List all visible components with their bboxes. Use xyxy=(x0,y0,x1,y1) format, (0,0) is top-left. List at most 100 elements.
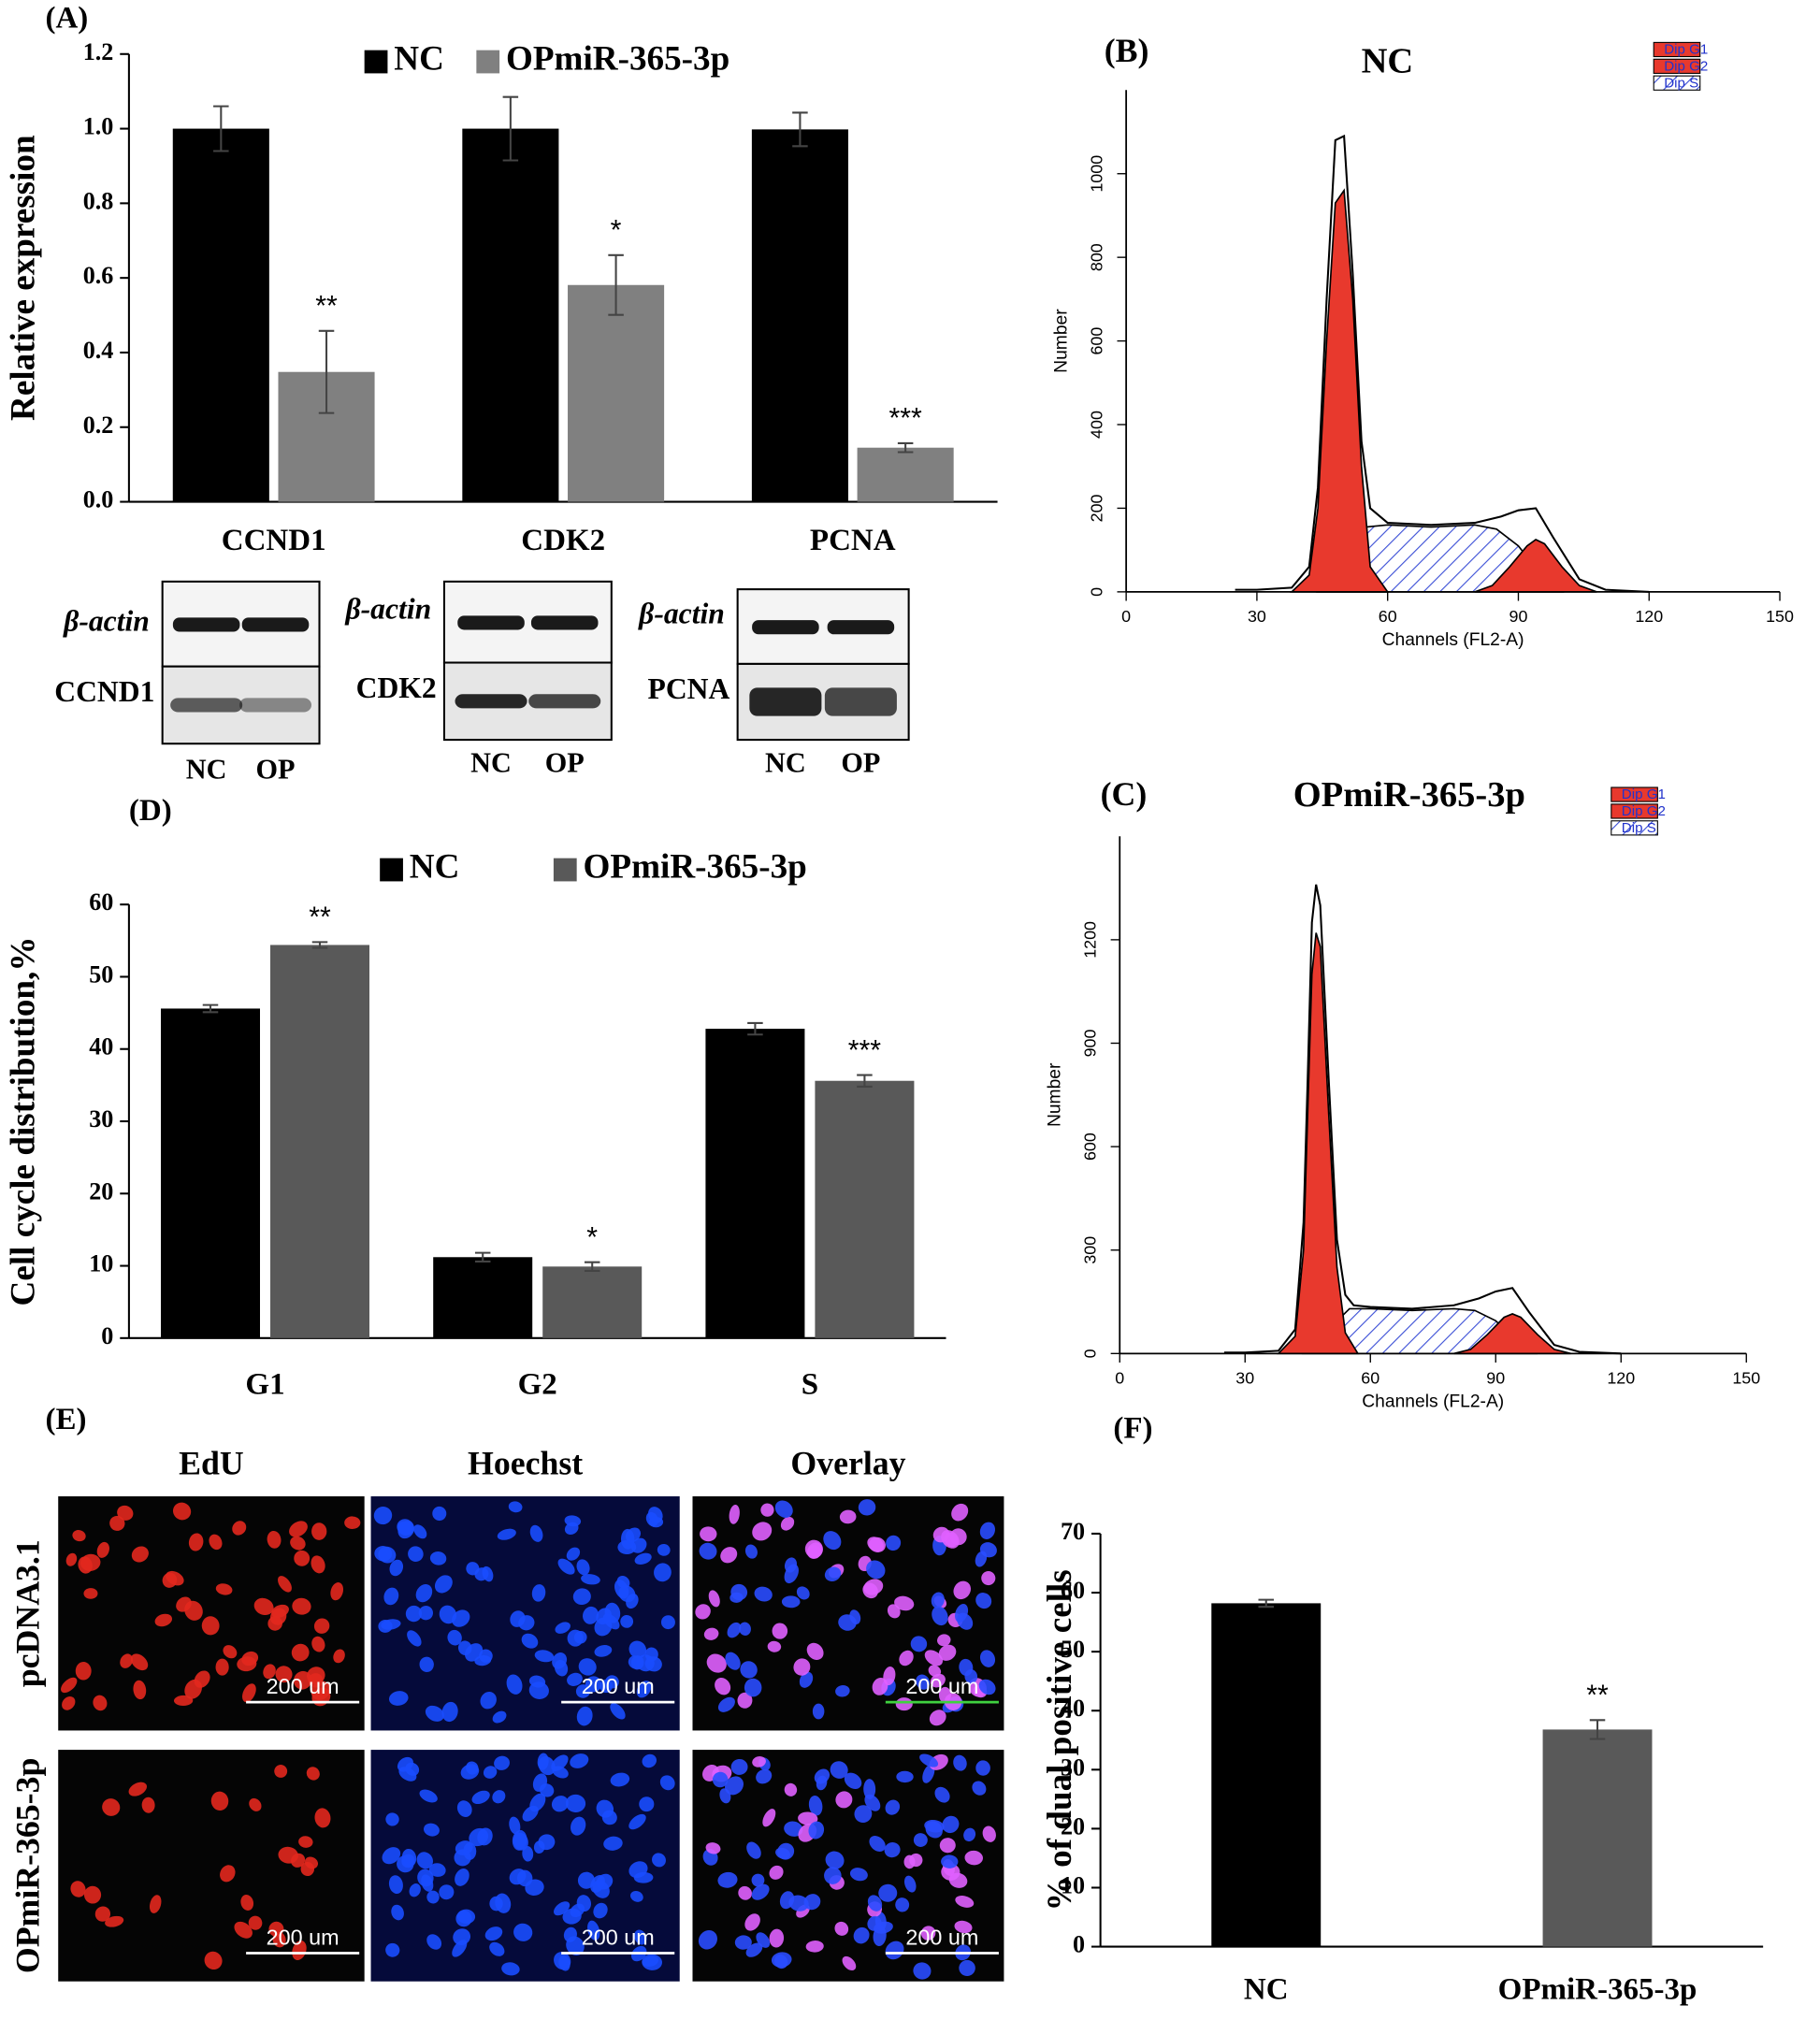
cell xyxy=(910,1636,928,1652)
cell xyxy=(240,1895,254,1911)
cell xyxy=(725,1776,744,1796)
cell xyxy=(634,1929,647,1945)
cell xyxy=(378,1546,397,1564)
scale-bar-label: 200 um xyxy=(582,1925,655,1949)
y-tick-label: 0.4 xyxy=(83,337,114,364)
cell xyxy=(913,1833,928,1847)
y-axis-label: Relative expression xyxy=(4,135,42,421)
cell xyxy=(746,1841,761,1859)
blot-band xyxy=(749,687,822,716)
cell xyxy=(513,1832,528,1851)
cell xyxy=(492,1790,506,1804)
cell xyxy=(853,1926,870,1944)
cell xyxy=(762,1809,776,1827)
cell xyxy=(534,1650,555,1663)
cell xyxy=(920,1926,936,1941)
cell xyxy=(621,1528,635,1550)
cell xyxy=(531,1584,546,1602)
cell xyxy=(441,1701,458,1723)
cell xyxy=(602,1613,620,1630)
cell xyxy=(456,1909,476,1925)
blot-band xyxy=(170,698,243,713)
cell xyxy=(784,1821,803,1837)
scale-bar-label: 200 um xyxy=(267,1674,339,1698)
cell xyxy=(717,1871,738,1888)
cell xyxy=(93,1695,108,1711)
bar xyxy=(1211,1603,1322,1947)
cell xyxy=(630,1890,643,1902)
cell xyxy=(333,1649,345,1664)
cell xyxy=(432,1506,447,1522)
blot-band xyxy=(752,620,819,635)
cell xyxy=(201,1616,220,1636)
cell xyxy=(577,1871,595,1889)
cell xyxy=(313,1618,330,1634)
cell xyxy=(421,1874,434,1892)
blot-target-label: CCND1 xyxy=(54,675,154,708)
cell xyxy=(248,1915,263,1930)
cell xyxy=(938,1644,957,1661)
cell xyxy=(657,1543,671,1556)
cell xyxy=(570,1753,589,1768)
cell xyxy=(564,1515,582,1527)
cell xyxy=(382,1847,401,1865)
cell xyxy=(594,1645,613,1657)
cell xyxy=(385,1942,400,1957)
cell xyxy=(751,1873,765,1887)
cell xyxy=(834,1921,849,1936)
cell xyxy=(708,1590,720,1608)
cell xyxy=(529,1524,543,1542)
cell xyxy=(929,1710,946,1726)
cell xyxy=(471,1790,490,1805)
cell xyxy=(292,1941,307,1961)
cell xyxy=(460,1764,480,1780)
x-tick-label: 60 xyxy=(1361,1369,1379,1388)
y-tick-label: 300 xyxy=(1081,1236,1100,1264)
cell xyxy=(383,1587,399,1606)
x-axis-label: Channels (FL2-A) xyxy=(1382,630,1524,650)
cell xyxy=(769,1928,785,1948)
cell xyxy=(767,1640,782,1652)
cell xyxy=(538,1834,556,1851)
cell xyxy=(456,1800,472,1817)
error-bar xyxy=(311,941,328,949)
cell xyxy=(869,1537,886,1552)
cell xyxy=(642,1955,659,1967)
cell xyxy=(133,1680,147,1700)
cell xyxy=(537,1753,549,1770)
area xyxy=(1453,1313,1571,1355)
blot-band xyxy=(528,694,601,709)
y-tick-label: 30 xyxy=(1061,1753,1085,1781)
cell xyxy=(804,1539,823,1559)
cell xyxy=(775,1847,790,1859)
y-tick-label: 600 xyxy=(1088,327,1106,355)
cell xyxy=(413,1524,427,1539)
cell xyxy=(154,1613,173,1627)
legend-label: NC xyxy=(394,40,444,79)
blot-band xyxy=(827,620,895,635)
cell xyxy=(913,1962,932,1980)
cell xyxy=(626,1594,639,1609)
cell xyxy=(291,1853,306,1868)
cell xyxy=(567,1672,583,1686)
cell xyxy=(830,1761,848,1779)
cell xyxy=(779,1891,795,1910)
cell xyxy=(603,1836,623,1851)
cell xyxy=(415,1583,433,1603)
y-axis-label: Number xyxy=(1051,309,1071,373)
total-line xyxy=(1235,134,1650,593)
cell xyxy=(867,1915,882,1931)
cell xyxy=(555,1622,571,1634)
cell xyxy=(839,1509,857,1524)
cell xyxy=(894,1595,915,1611)
cell xyxy=(454,1849,471,1867)
error-bar xyxy=(857,1074,873,1088)
lane-label: OP xyxy=(841,747,880,779)
cell xyxy=(610,1772,630,1787)
cell xyxy=(209,1534,223,1551)
cell xyxy=(930,1673,946,1688)
x-tick-label: OPmiR-365-3p xyxy=(1498,1972,1697,2006)
blot-target-label: CDK2 xyxy=(356,671,437,704)
cell xyxy=(378,1620,393,1633)
cell xyxy=(835,1684,850,1697)
